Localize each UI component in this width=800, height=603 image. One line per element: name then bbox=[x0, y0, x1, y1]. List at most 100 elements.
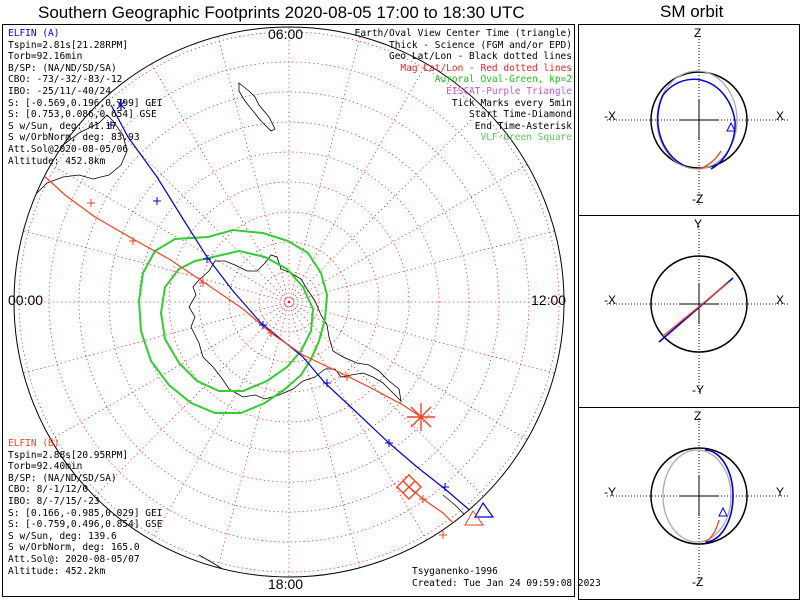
mag-longitude-line bbox=[90, 103, 290, 303]
elfin-a-info-line: S: [-0.569,0.196,0.799] GEI bbox=[8, 97, 163, 109]
elfin-b-info-line: S: [0.166,-0.985,0.029] GEI bbox=[8, 507, 163, 519]
trace-tick-mark bbox=[441, 483, 449, 491]
mlt-label-top: 06:00 bbox=[268, 26, 304, 42]
sm-plot-xy bbox=[607, 226, 789, 392]
mag-longitude-line bbox=[18, 229, 290, 303]
legend-entry: Tick Marks every 5min bbox=[451, 97, 572, 109]
elfin-b-footprint-trace bbox=[40, 172, 422, 418]
sm-axis-label-bottom: -Z bbox=[692, 192, 704, 206]
elfin-b-info-line: Altitude: 452.2km bbox=[8, 565, 106, 577]
trace-tick-mark bbox=[259, 321, 267, 329]
elfin-b-info-line: Att.Sol@: 2020-08-05/07 bbox=[8, 553, 140, 565]
mag-longitude-line bbox=[288, 59, 430, 303]
sm-axis-label-top: Z bbox=[694, 409, 702, 423]
sm-panel-yz bbox=[578, 407, 800, 600]
elfin-a-info-line: Torb=92.16min bbox=[8, 51, 83, 63]
trace-tick-mark bbox=[385, 439, 393, 447]
sm-axis-label-right: X bbox=[776, 293, 785, 307]
trace-tick-mark bbox=[267, 329, 275, 337]
sm-axis-label-left: -X bbox=[604, 109, 616, 123]
elfin-b-name: ELFIN (B) bbox=[8, 438, 60, 449]
sm-axis-label-left: -X bbox=[604, 293, 616, 307]
sm-axis-label-bottom: -Z bbox=[692, 575, 704, 589]
elfin-a-end-asterisk bbox=[116, 99, 126, 111]
elfin-a-info-line: Att.Sol@2020-08-05/06 bbox=[8, 143, 129, 155]
legend-entry: VLF-Green Square bbox=[480, 132, 572, 144]
elfin-a-info-line: S w/Sun, deg: 41.17 bbox=[8, 120, 117, 132]
trace-tick-mark bbox=[107, 121, 115, 129]
sm-axis-label-left: -Y bbox=[604, 485, 616, 499]
sm-axis-label-top: Y bbox=[694, 217, 703, 231]
footprint-map-frame bbox=[2, 24, 575, 597]
elfin-b-info-line: IBO: 8/-7/15/-23 bbox=[8, 495, 100, 507]
elfin-b-view-center-triangle bbox=[464, 510, 484, 526]
legend-entry: Earth/Oval View Center Time (triangle) bbox=[354, 28, 572, 39]
legend-entry: Start Time-Diamond bbox=[469, 109, 572, 121]
elfin-b-info: ELFIN (B) Tspin=2.88s[20.95RPM] Torb=92.4… bbox=[8, 438, 162, 577]
elfin-b-info-line: S w/OrbNorm, deg: 165.0 bbox=[8, 542, 140, 554]
mlt-label-left: 00:00 bbox=[8, 292, 44, 308]
mag-longitude-line bbox=[288, 301, 362, 573]
mag-longitude-line bbox=[46, 161, 290, 303]
auroral-oval-outer bbox=[137, 228, 329, 414]
mag-longitude-line bbox=[288, 301, 488, 501]
trace-tick-mark bbox=[129, 237, 137, 245]
trace-tick-mark bbox=[199, 279, 207, 287]
mag-longitude-line bbox=[288, 301, 560, 375]
trace-tick-mark bbox=[203, 255, 211, 263]
mag-latitude-circle bbox=[198, 211, 380, 393]
mag-longitude-line bbox=[90, 301, 290, 501]
elfin-b-info-line: Torb=92.40min bbox=[8, 461, 83, 473]
geo-grid bbox=[14, 27, 564, 577]
antarctica-coastline bbox=[188, 254, 402, 403]
mag-latitude-circle bbox=[108, 121, 470, 483]
legend-entry: Mag Lat/Lon - Red dotted lines bbox=[400, 62, 572, 74]
elfin-a-info-line: IBO: -25/11/-40/24 bbox=[8, 85, 111, 97]
mag-longitude-line bbox=[288, 229, 560, 303]
elfin-a-info-line: S: [0.753,0.086,0.654] GSE bbox=[8, 109, 157, 121]
model-credit: Tsyganenko-1996 bbox=[412, 566, 498, 577]
elfin-b-info-line: CBO: 8/-1/12/0 bbox=[8, 484, 89, 496]
elfin-a-info-line: B/SP: (NA/ND/SD/SA) bbox=[8, 62, 117, 74]
elfin-a-info-line: S w/OrbNorm, deg: 83.93 bbox=[8, 132, 140, 144]
mlt-label-right: 12:00 bbox=[531, 292, 567, 308]
auroral-oval bbox=[137, 228, 329, 414]
trace-tick-mark bbox=[87, 199, 95, 207]
trace-tick-mark bbox=[153, 197, 161, 205]
elfin-b-info-line: Tspin=2.88s[20.95RPM] bbox=[8, 449, 129, 461]
legend-entry: End Time-Asterisk bbox=[474, 120, 572, 132]
trace-tick-mark bbox=[419, 495, 427, 503]
elfin-a-info: ELFIN (A) Tspin=2.81s[21.28RPM] Torb=92.1… bbox=[8, 28, 162, 167]
mag-longitude-line bbox=[288, 301, 430, 545]
mag-longitude-line bbox=[288, 161, 532, 303]
legend-entry: Thick - Science (FGM and/or EPD) bbox=[388, 39, 572, 51]
mag-longitude-line bbox=[216, 301, 290, 573]
chart-title: Southern Geographic Footprints 2020-08-0… bbox=[38, 3, 525, 22]
mag-longitude-line bbox=[288, 103, 488, 303]
created-timestamp: Created: Tue Jan 24 09:59:08 2023 bbox=[412, 578, 601, 589]
trace-tick-mark bbox=[323, 379, 331, 387]
elfin-b-start-diamond bbox=[396, 474, 422, 500]
sm-axis-label-bottom: -Y bbox=[692, 383, 704, 397]
mag-latitude-circle bbox=[168, 181, 410, 423]
legend-entry: Geo Lat/Lon - Black dotted lines bbox=[388, 51, 572, 63]
sm-axis-label-right: Y bbox=[776, 485, 785, 499]
footprint-map bbox=[13, 26, 565, 578]
mag-longitude-line bbox=[46, 301, 290, 443]
elfin-b-info-line: S w/Sun, deg: 139.6 bbox=[8, 530, 117, 542]
elfin-a-lines: Tspin=2.81s[21.28RPM] Torb=92.16min B/SP: … bbox=[8, 40, 162, 168]
trace-tick-mark bbox=[343, 373, 351, 381]
elfin-a-name: ELFIN (A) bbox=[8, 28, 60, 39]
sm-plot-xz bbox=[607, 33, 789, 207]
mag-longitude-line bbox=[288, 31, 362, 303]
legend-entry: Auroral Oval-Green, kp=2 bbox=[434, 74, 572, 86]
elfin-b-lines: Tspin=2.88s[20.95RPM] Torb=92.40min B/SP: … bbox=[8, 450, 162, 578]
legend: Earth/Oval View Center Time (triangle) Th… bbox=[355, 28, 572, 144]
mag-longitude-line bbox=[18, 301, 290, 375]
auroral-oval-inner bbox=[159, 249, 315, 392]
mag-longitude-line bbox=[288, 301, 532, 443]
elfin-a-info-line: Altitude: 452.8km bbox=[8, 155, 106, 167]
elfin-b-end-asterisk bbox=[407, 403, 435, 431]
sm-axis-label-right: X bbox=[776, 109, 785, 123]
elfin-b-info-line: S: [-0.759,0.496,0.854] GSE bbox=[8, 519, 163, 531]
